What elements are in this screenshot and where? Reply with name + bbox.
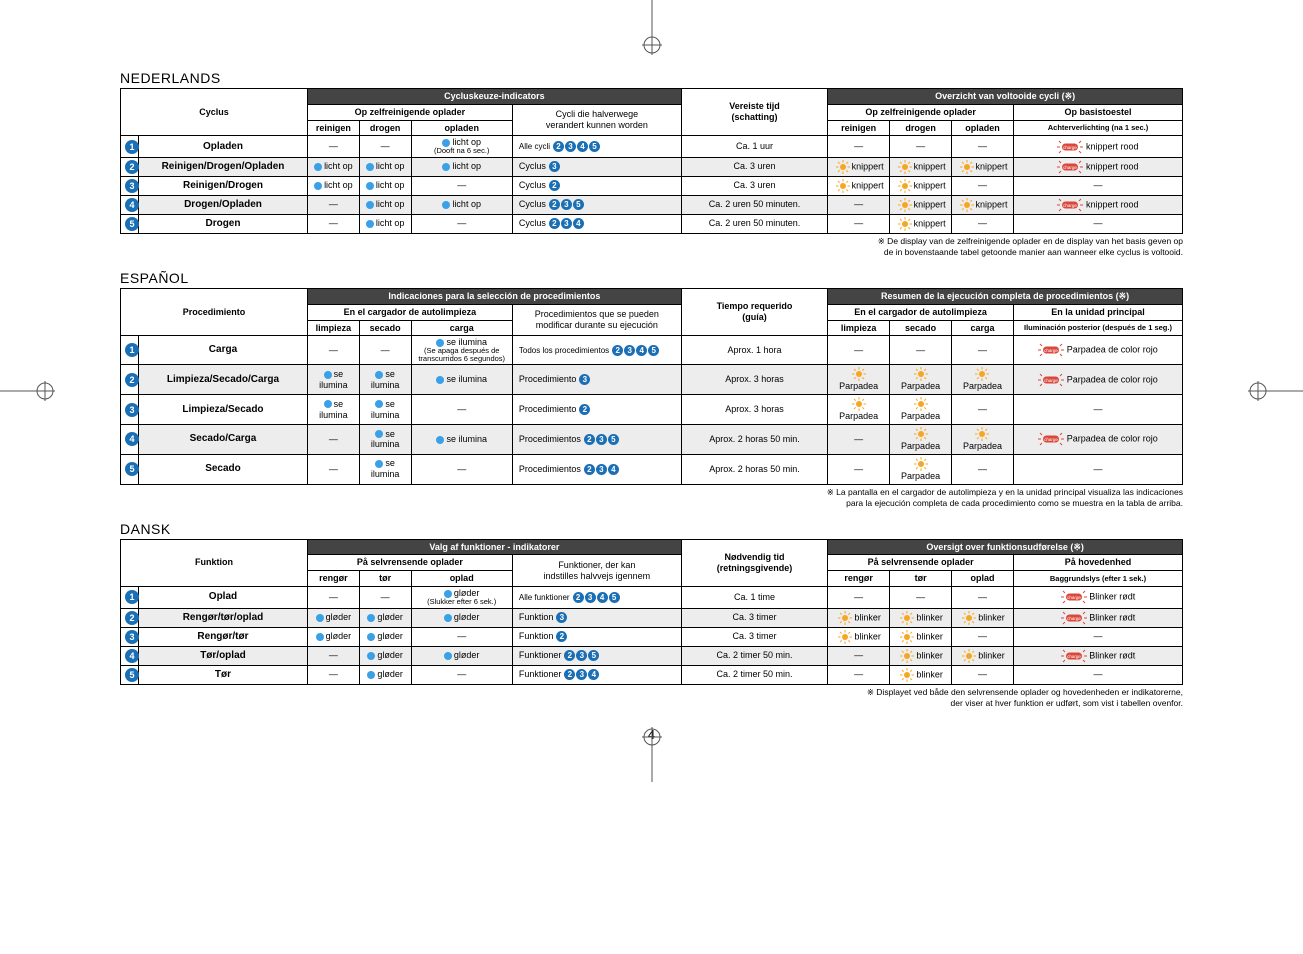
- crop-mark-top: [632, 0, 672, 60]
- table-row: 4Tør/oplad—glødergløderFunktioner 235Ca.…: [121, 646, 1183, 665]
- svg-text:charge: charge: [1067, 654, 1081, 659]
- footnote-0: ※ De display van de zelfreinigende oplad…: [120, 236, 1183, 258]
- crop-mark-left: [0, 371, 60, 411]
- cycle-table-2: FunktionValg af funktioner - indikatorer…: [120, 539, 1183, 685]
- table-row: 4Drogen/Opladen—licht oplicht opCyclus 2…: [121, 195, 1183, 214]
- table-row: 4Secado/Carga—se iluminase iluminaProced…: [121, 424, 1183, 454]
- table-row: 5Drogen—licht op—Cyclus 234Ca. 2 uren 50…: [121, 214, 1183, 233]
- table-row: 5Secado—se ilumina—Procedimientos 234Apr…: [121, 454, 1183, 484]
- section-title-1: ESPAÑOL: [120, 270, 1183, 286]
- table-row: 1Oplad——gløder(Slukker efter 6 sek.)Alle…: [121, 587, 1183, 609]
- table-row: 1Opladen——licht op(Dooft na 6 sec.)Alle …: [121, 136, 1183, 158]
- section-title-0: NEDERLANDS: [120, 70, 1183, 86]
- cycle-table-1: ProcedimientoIndicaciones para la selecc…: [120, 288, 1183, 485]
- svg-text:charge: charge: [1064, 145, 1078, 150]
- table-row: 1Carga——se ilumina(Se apaga después de t…: [121, 336, 1183, 365]
- table-row: 3Reinigen/Drogenlicht oplicht op—Cyclus …: [121, 176, 1183, 195]
- crop-mark-bottom: [632, 722, 672, 782]
- footnote-2: ※ Displayet ved både den selvrensende op…: [120, 687, 1183, 709]
- section-title-2: DANSK: [120, 521, 1183, 537]
- svg-text:charge: charge: [1044, 378, 1058, 383]
- crop-mark-right: [1243, 371, 1303, 411]
- table-row: 3Limpieza/Secadose iluminase ilumina—Pro…: [121, 395, 1183, 425]
- footnote-1: ※ La pantalla en el cargador de autolimp…: [120, 487, 1183, 509]
- table-row: 2Reinigen/Drogen/Opladenlicht oplicht op…: [121, 157, 1183, 176]
- svg-text:charge: charge: [1067, 616, 1081, 621]
- table-row: 3Rengør/tørglødergløder—Funktion 2Ca. 3 …: [121, 627, 1183, 646]
- svg-text:charge: charge: [1064, 165, 1078, 170]
- svg-text:charge: charge: [1067, 595, 1081, 600]
- document-page: NEDERLANDS CyclusCycluskeuze-indicatorsVe…: [120, 70, 1183, 709]
- cycle-table-0: CyclusCycluskeuze-indicatorsVereiste tij…: [120, 88, 1183, 234]
- table-row: 5Tør—gløder—Funktioner 234Ca. 2 timer 50…: [121, 665, 1183, 684]
- svg-text:charge: charge: [1064, 203, 1078, 208]
- table-row: 2Rengør/tør/opladgløderglødergløderFunkt…: [121, 608, 1183, 627]
- svg-text:charge: charge: [1044, 348, 1058, 353]
- table-row: 2Limpieza/Secado/Cargase iluminase ilumi…: [121, 365, 1183, 395]
- svg-text:charge: charge: [1044, 437, 1058, 442]
